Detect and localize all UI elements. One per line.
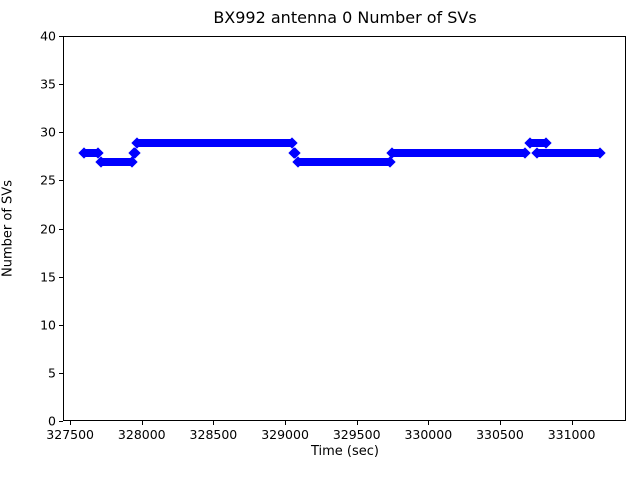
x-tick-mark	[141, 421, 143, 425]
y-tick-mark	[59, 132, 63, 134]
y-tick-label: 5	[48, 365, 56, 381]
data-segment	[84, 148, 99, 157]
y-tick-label: 20	[40, 221, 56, 236]
x-tick-mark	[213, 421, 215, 425]
data-segment	[530, 138, 547, 147]
x-tick-mark	[499, 421, 501, 425]
y-tick-mark	[59, 324, 63, 326]
y-tick-mark	[59, 180, 63, 182]
x-tick-mark	[356, 421, 358, 425]
data-segment	[137, 138, 292, 147]
x-tick-label: 329500	[332, 427, 381, 442]
y-axis-label: Number of SVs	[0, 180, 16, 277]
chart-title: BX992 antenna 0 Number of SVs	[213, 8, 477, 27]
y-tick-label: 15	[40, 269, 56, 285]
plot-area	[63, 36, 626, 421]
y-tick-mark	[59, 228, 63, 230]
data-segment	[297, 158, 390, 167]
x-tick-mark	[70, 421, 72, 425]
x-tick-label: 331000	[547, 427, 596, 442]
y-tick-mark	[59, 84, 63, 86]
y-tick-label: 0	[48, 413, 56, 429]
x-tick-mark	[428, 421, 430, 425]
x-tick-label: 330500	[476, 427, 524, 442]
x-tick-mark	[571, 421, 573, 425]
y-tick-mark	[59, 372, 63, 374]
y-tick-label: 35	[40, 76, 56, 92]
y-tick-label: 40	[40, 28, 56, 44]
x-tick-label: 328500	[189, 427, 238, 442]
data-segment	[392, 148, 526, 157]
y-tick-label: 10	[40, 317, 56, 333]
y-tick-mark	[59, 276, 63, 278]
y-tick-mark	[59, 36, 63, 37]
x-tick-label: 330000	[404, 427, 453, 442]
x-axis-label: Time (sec)	[310, 444, 379, 459]
y-tick-label: 30	[40, 124, 56, 140]
x-tick-label: 328000	[117, 427, 166, 442]
data-segment	[100, 158, 133, 167]
y-tick-label: 25	[40, 172, 56, 188]
x-tick-mark	[285, 421, 287, 425]
x-tick-label: 327500	[46, 427, 95, 442]
x-tick-label: 329000	[261, 427, 309, 442]
y-tick-mark	[59, 421, 63, 422]
data-segment	[536, 148, 601, 157]
